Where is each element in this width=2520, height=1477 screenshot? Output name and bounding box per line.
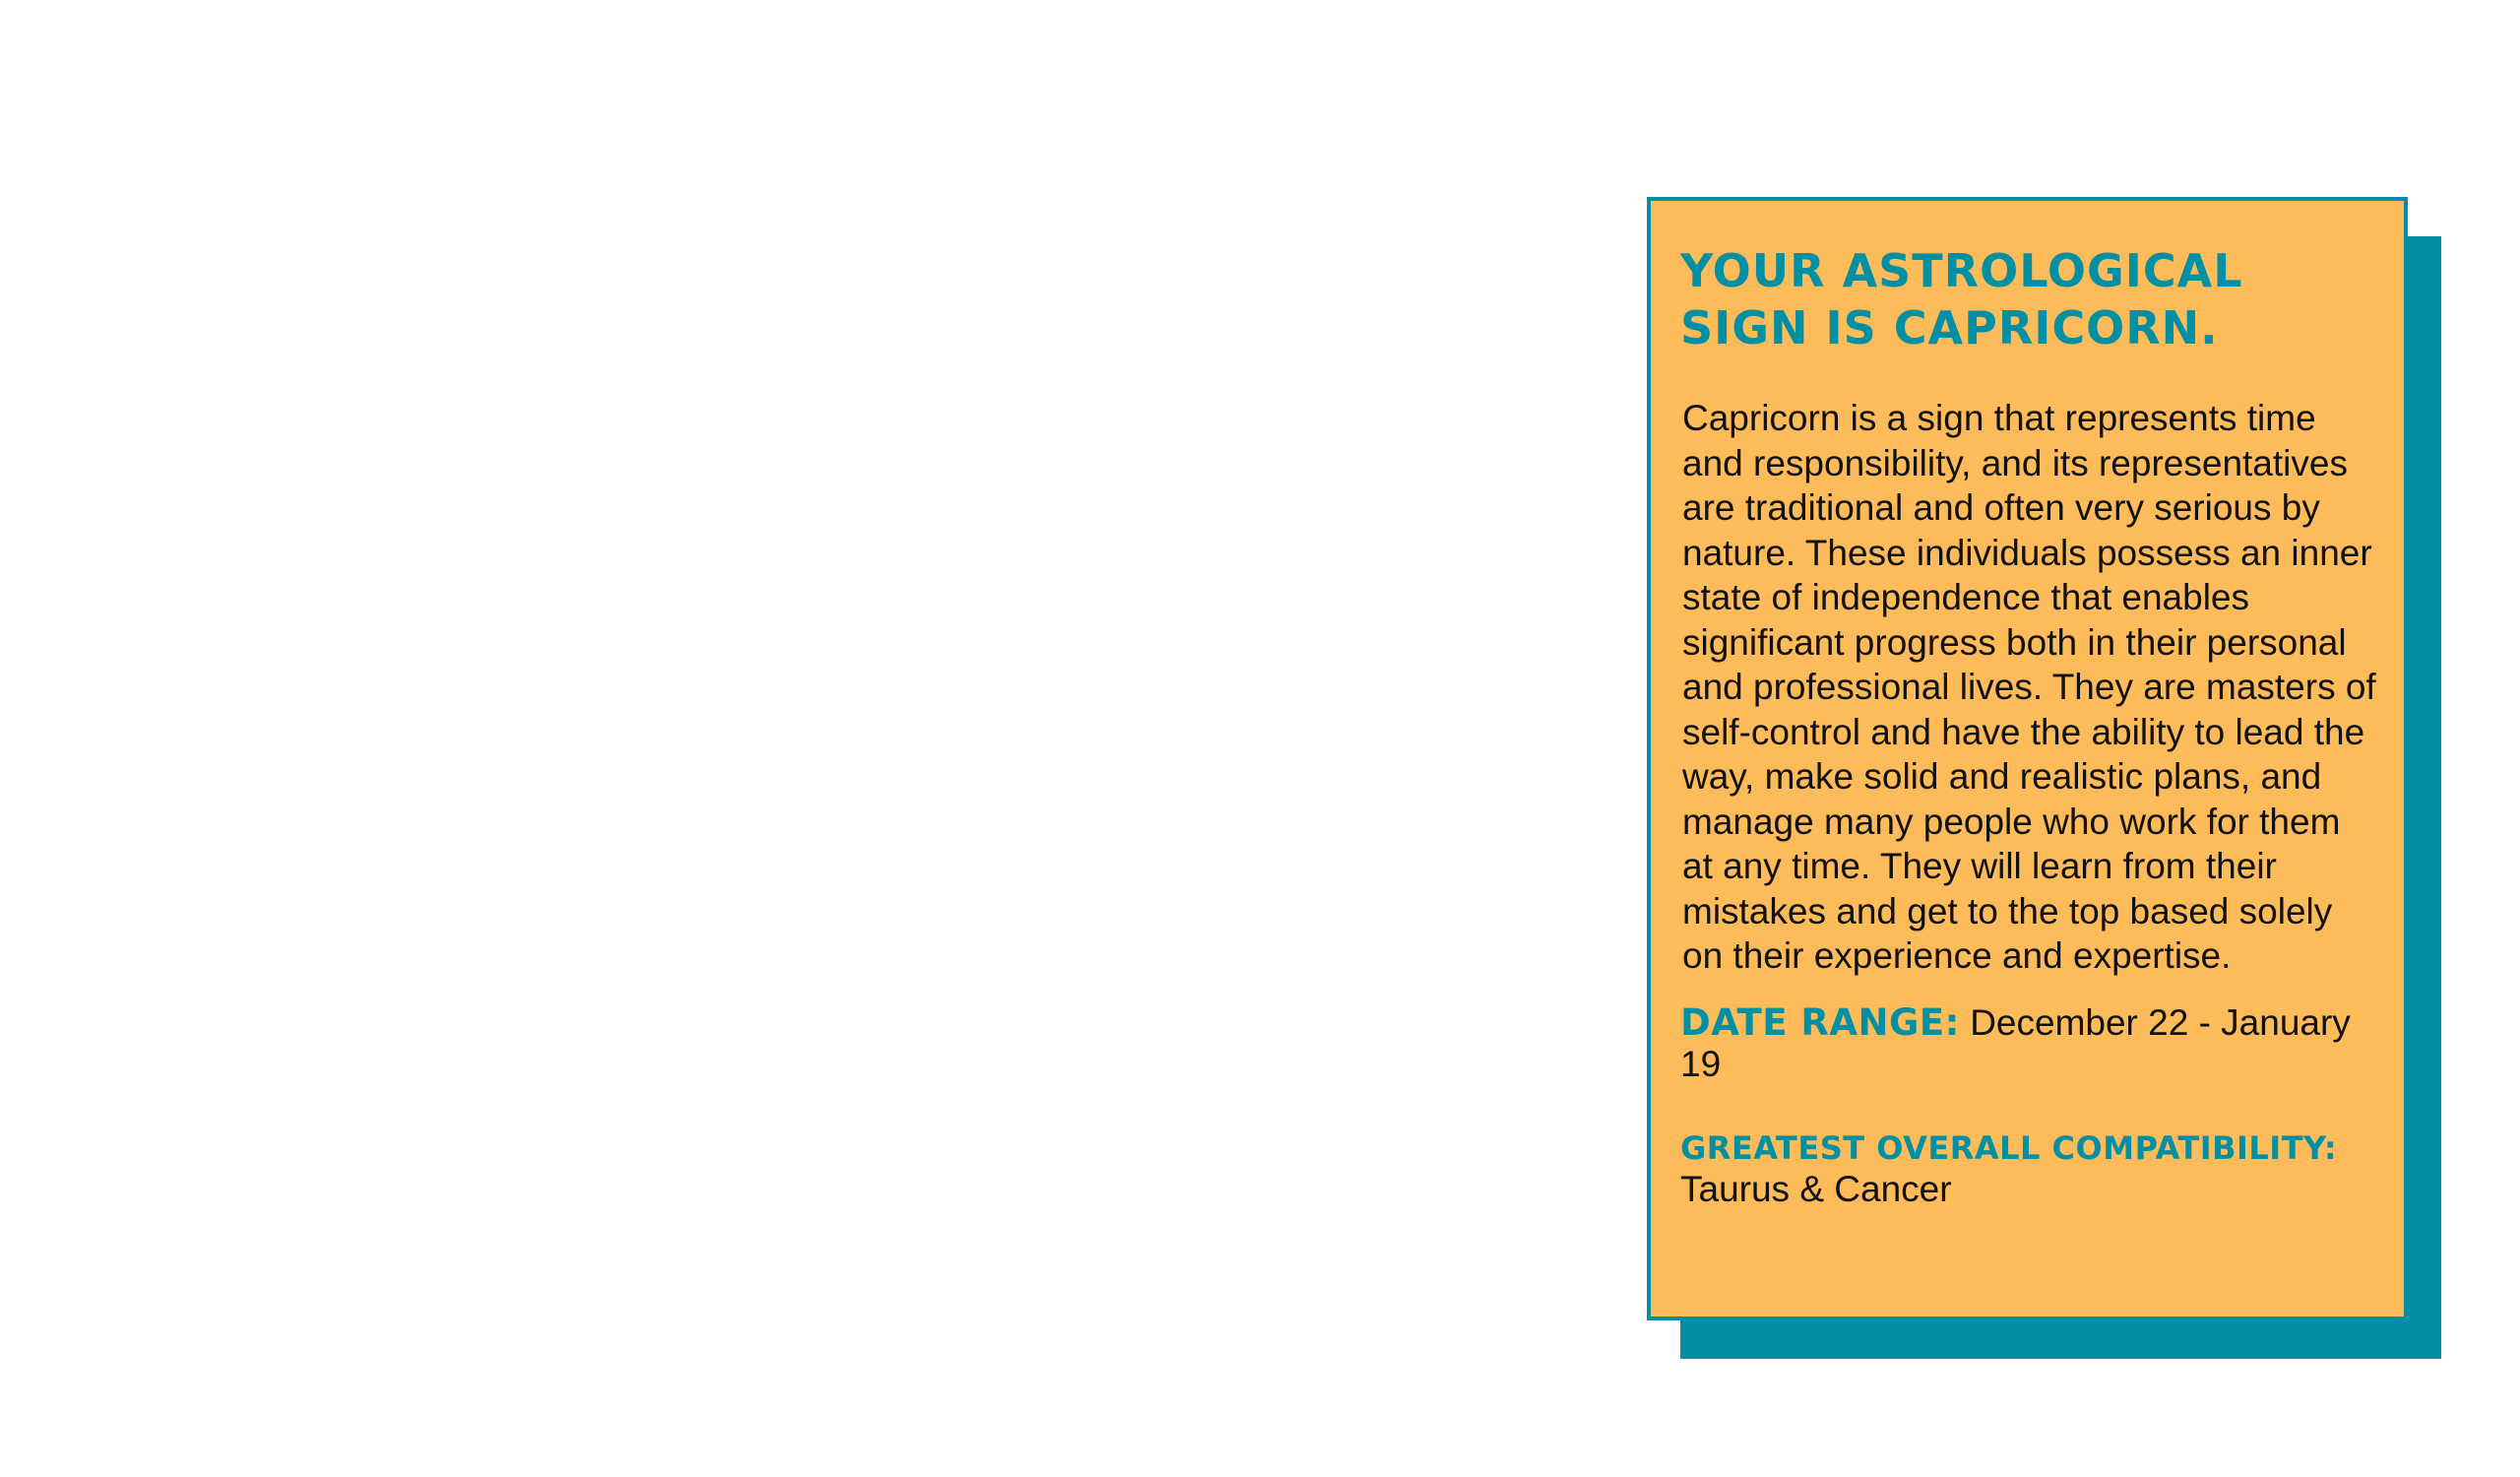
date-range-row: Date range: December 22 - January 19 [1680, 1000, 2376, 1085]
result-title: Your astrological sign is Capricorn. [1680, 244, 2243, 354]
compatibility-label: Greatest overall compatibility: [1680, 1128, 2338, 1167]
compatibility-row: Greatest overall compatibility: Taurus &… [1680, 1126, 2376, 1210]
date-range-label: Date range: [1680, 1000, 1960, 1044]
date-range-value: December 22 - January 19 [1680, 1001, 2351, 1084]
compatibility-value: Taurus & Cancer [1680, 1168, 1952, 1209]
sign-description: Capricorn is a sign that represents time… [1682, 398, 2376, 976]
astrology-result-card: Your astrological sign is Capricorn. Cap… [1647, 197, 2408, 1320]
